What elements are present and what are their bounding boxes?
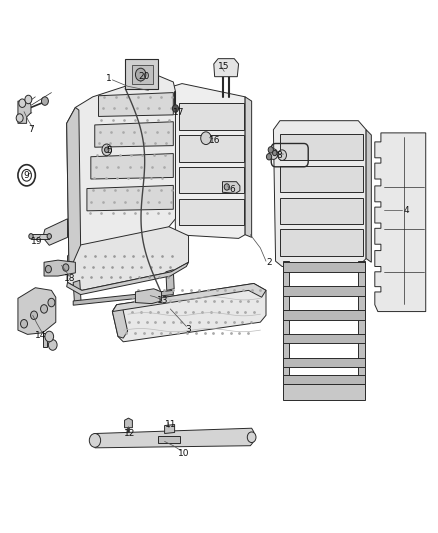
Circle shape: [48, 340, 57, 350]
Text: 17: 17: [173, 108, 185, 117]
Polygon shape: [179, 103, 244, 130]
Polygon shape: [179, 135, 244, 161]
Circle shape: [19, 99, 26, 108]
Polygon shape: [283, 261, 289, 389]
Polygon shape: [283, 286, 365, 296]
Polygon shape: [113, 284, 266, 312]
Polygon shape: [280, 198, 364, 224]
Circle shape: [41, 305, 47, 313]
Text: 7: 7: [28, 125, 34, 134]
Polygon shape: [166, 270, 174, 290]
Text: 11: 11: [165, 420, 176, 429]
Circle shape: [16, 114, 23, 122]
Circle shape: [173, 105, 179, 112]
Circle shape: [247, 432, 256, 442]
Polygon shape: [283, 310, 365, 319]
Polygon shape: [18, 101, 31, 123]
Text: 12: 12: [124, 429, 135, 438]
Polygon shape: [31, 233, 49, 239]
Polygon shape: [67, 76, 176, 266]
Polygon shape: [214, 59, 239, 77]
Circle shape: [21, 319, 28, 328]
Text: 13: 13: [157, 296, 168, 305]
Polygon shape: [375, 133, 426, 312]
Polygon shape: [113, 305, 127, 338]
Polygon shape: [283, 358, 365, 367]
Polygon shape: [94, 428, 254, 448]
Polygon shape: [283, 334, 365, 343]
Polygon shape: [283, 375, 365, 384]
Circle shape: [25, 95, 32, 104]
Polygon shape: [245, 97, 252, 237]
Text: 10: 10: [177, 449, 189, 458]
Polygon shape: [18, 288, 56, 334]
Text: 1: 1: [106, 74, 112, 83]
Circle shape: [46, 265, 51, 273]
Polygon shape: [67, 262, 188, 295]
Text: 5: 5: [106, 147, 112, 156]
Text: 15: 15: [218, 62, 229, 70]
Polygon shape: [179, 199, 244, 225]
Circle shape: [48, 298, 55, 307]
Text: 3: 3: [186, 325, 191, 334]
Text: 19: 19: [32, 237, 43, 246]
Polygon shape: [223, 182, 240, 193]
Circle shape: [201, 132, 211, 144]
Polygon shape: [113, 284, 266, 342]
Circle shape: [224, 184, 230, 190]
Text: 9: 9: [24, 171, 29, 180]
Circle shape: [31, 311, 38, 319]
Polygon shape: [165, 424, 175, 433]
Polygon shape: [73, 290, 173, 305]
Text: 20: 20: [138, 72, 150, 81]
Circle shape: [278, 150, 286, 160]
Circle shape: [105, 147, 109, 152]
Text: 18: 18: [64, 273, 76, 282]
Polygon shape: [132, 65, 153, 84]
Polygon shape: [179, 167, 244, 193]
Circle shape: [47, 233, 51, 239]
Circle shape: [102, 144, 112, 156]
Polygon shape: [280, 166, 364, 192]
Polygon shape: [124, 418, 132, 427]
Polygon shape: [43, 219, 67, 245]
Polygon shape: [99, 93, 173, 116]
Polygon shape: [366, 130, 371, 262]
Polygon shape: [280, 229, 364, 256]
Text: 16: 16: [209, 136, 220, 145]
Circle shape: [63, 264, 69, 271]
Polygon shape: [273, 120, 366, 266]
Polygon shape: [283, 262, 365, 272]
Polygon shape: [358, 261, 365, 389]
Circle shape: [42, 97, 48, 106]
Polygon shape: [43, 333, 47, 347]
Text: 2: 2: [266, 258, 272, 266]
Circle shape: [89, 433, 101, 447]
Text: 4: 4: [403, 206, 409, 215]
Polygon shape: [280, 134, 364, 160]
Circle shape: [272, 150, 277, 156]
Circle shape: [135, 68, 146, 81]
Text: 6: 6: [229, 185, 235, 194]
Polygon shape: [173, 84, 245, 238]
Circle shape: [29, 233, 33, 239]
FancyBboxPatch shape: [125, 59, 158, 89]
Polygon shape: [44, 260, 75, 276]
Polygon shape: [135, 289, 162, 304]
Polygon shape: [67, 227, 188, 290]
Polygon shape: [67, 108, 81, 262]
Text: 8: 8: [276, 151, 282, 160]
Polygon shape: [158, 436, 180, 442]
Circle shape: [268, 147, 273, 153]
Polygon shape: [91, 154, 173, 179]
Circle shape: [266, 154, 272, 160]
Circle shape: [269, 149, 278, 159]
Polygon shape: [95, 122, 173, 147]
Polygon shape: [73, 280, 81, 304]
Circle shape: [45, 331, 53, 342]
Text: 14: 14: [35, 331, 46, 340]
Polygon shape: [87, 185, 173, 211]
Polygon shape: [283, 384, 365, 400]
